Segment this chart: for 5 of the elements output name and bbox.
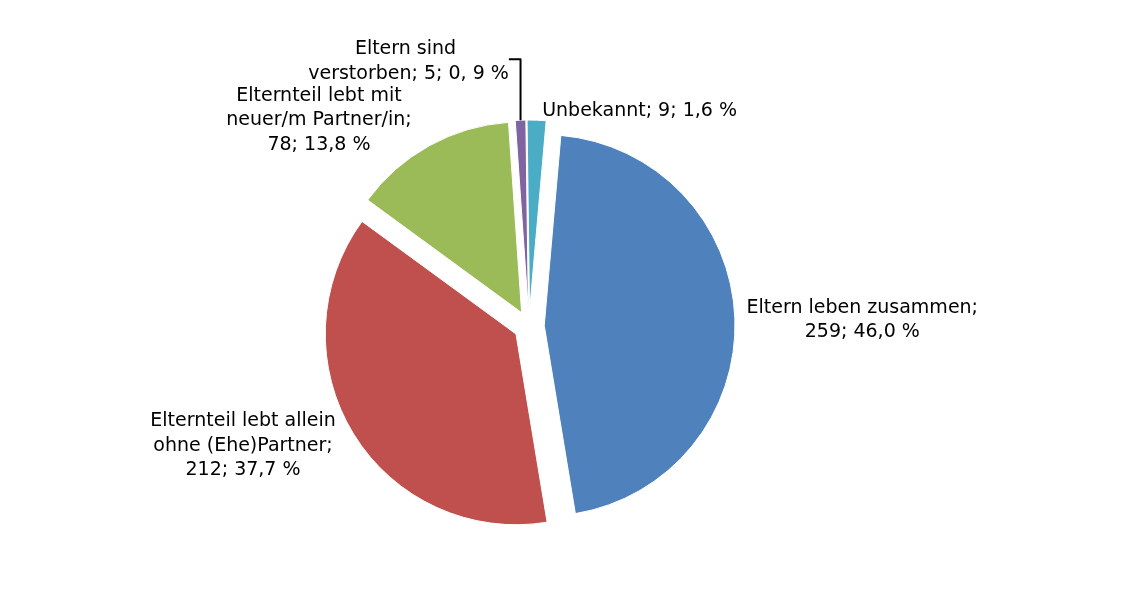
slice-label: Elternteil lebt allein ohne (Ehe)Partner; 212; 37,7 % [150, 408, 336, 480]
slice-label: Eltern sind verstorben; 5; 0, 9 % [308, 35, 509, 83]
slice-label: Unbekannt; 9; 1,6 % [542, 98, 737, 121]
slice-label: Eltern leben zusammen; 259; 46,0 % [746, 294, 979, 342]
slice-label: Elternteil lebt mit neuer/m Partner/in; 78; 13,8 % [226, 82, 412, 154]
